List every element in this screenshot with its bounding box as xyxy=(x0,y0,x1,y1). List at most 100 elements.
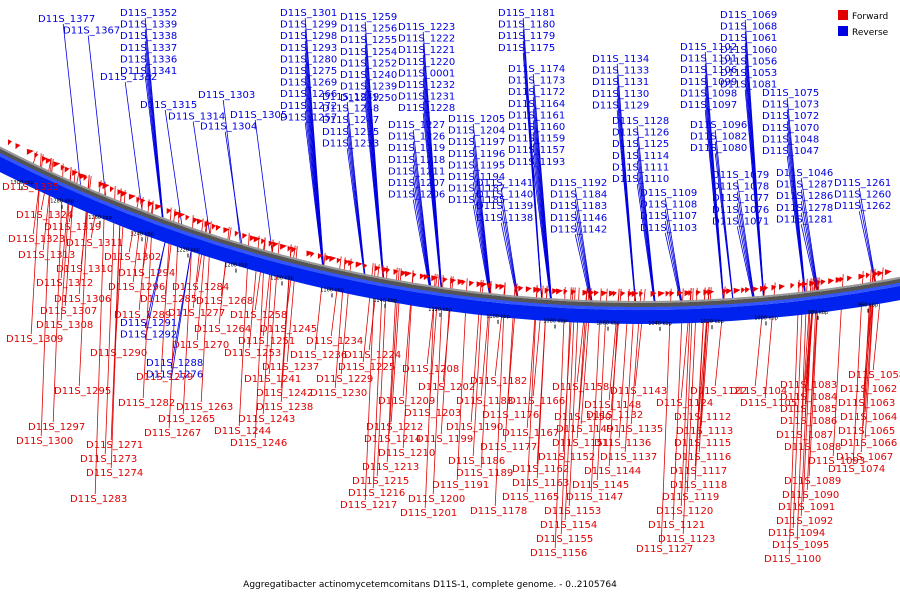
forward-feature-label: D11S_1323 xyxy=(8,234,65,245)
forward-feature-label: D11S_1324 xyxy=(16,210,73,221)
forward-feature-arrow xyxy=(261,238,266,245)
reverse-feature-label: D11S_1337 xyxy=(120,43,177,54)
callout-line xyxy=(660,288,672,545)
forward-feature-label: D11S_1087 xyxy=(776,430,833,441)
reverse-feature-label: D11S_1106 xyxy=(680,65,737,76)
forward-feature-arrow xyxy=(677,290,683,297)
forward-feature-arrow xyxy=(26,148,34,155)
forward-feature-arrow xyxy=(442,276,448,283)
forward-feature-label: D11S_1149 xyxy=(556,424,613,435)
reverse-feature-label: D11S_1272 xyxy=(280,101,337,112)
forward-feature-label: D11S_1282 xyxy=(118,398,175,409)
forward-feature-label: D11S_1136 xyxy=(594,438,651,449)
reverse-feature-label: D11S_1255 xyxy=(340,35,397,46)
forward-feature-label: D11S_1297 xyxy=(28,422,85,433)
forward-feature-label: D11S_1178 xyxy=(470,506,527,517)
reverse-feature-label: D11S_1249 xyxy=(322,92,379,103)
forward-feature-label: D11S_1264 xyxy=(194,324,251,335)
scale-ticks: 1300 kbp 1280 kbp 1260 kbp 1240 kbp 1220 kbp… xyxy=(10,180,878,331)
forward-feature-label: D11S_1090 xyxy=(782,490,839,501)
reverse-feature-label: D11S_1160 xyxy=(508,122,565,133)
tick-label: 1200 kbp xyxy=(224,263,248,269)
backbone-inner-ring xyxy=(0,146,900,303)
reverse-feature-label: D11S_1097 xyxy=(680,100,737,111)
tick-label: 1020 kbp xyxy=(700,319,724,325)
tick-label: 1000 kbp xyxy=(754,315,778,321)
forward-feature-label: D11S_1063 xyxy=(838,398,895,409)
forward-feature-arrow xyxy=(204,221,212,228)
forward-feature-arrow xyxy=(128,193,136,200)
forward-feature-label: D11S_1165 xyxy=(502,492,559,503)
forward-feature-arrow xyxy=(469,280,475,287)
forward-feature-arrow xyxy=(488,282,492,289)
reverse-feature-label: D11S_1187 xyxy=(448,184,505,195)
forward-feature-label: D11S_1263 xyxy=(176,402,233,413)
forward-feature-label: D11S_1112 xyxy=(674,412,731,423)
forward-feature-arrow xyxy=(223,227,230,234)
forward-feature-arrow xyxy=(344,259,350,266)
callout-line xyxy=(144,75,166,242)
forward-feature-arrow xyxy=(140,198,146,205)
reverse-feature-label: D11S_1126 xyxy=(612,128,669,139)
forward-feature-label: D11S_1203 xyxy=(404,408,461,419)
genome-backbone xyxy=(0,146,900,324)
tick-label: 1080 kbp xyxy=(543,318,567,324)
callout-line xyxy=(104,186,116,455)
reverse-feature-label: D11S_1195 xyxy=(448,160,505,171)
forward-feature-arrow xyxy=(590,290,594,297)
reverse-feature-label: D11S_1140 xyxy=(476,190,533,201)
forward-feature-label: D11S_1124 xyxy=(656,398,713,409)
forward-feature-label: D11S_1216 xyxy=(348,488,405,499)
forward-feature-arrow xyxy=(423,274,430,281)
reverse-feature-label: D11S_1228 xyxy=(398,103,455,114)
forward-feature-label: D11S_1105 xyxy=(740,398,797,409)
forward-feature-arrow xyxy=(147,201,154,208)
reverse-feature-label: D11S_1073 xyxy=(762,100,819,111)
forward-feature-arrow xyxy=(620,290,626,297)
forward-feature-arrow xyxy=(110,186,114,193)
backbone-ring xyxy=(0,148,900,307)
reverse-feature-label: D11S_1159 xyxy=(508,134,565,145)
callout-line xyxy=(554,286,566,549)
forward-feature-label: D11S_1062 xyxy=(840,384,897,395)
reverse-feature-label: D11S_1081 xyxy=(720,80,777,91)
forward-feature-label: D11S_1306 xyxy=(54,294,111,305)
reverse-feature-label: D11S_1207 xyxy=(388,178,445,189)
tick-label: 1220 kbp xyxy=(176,248,200,254)
forward-feature-label: D11S_1294 xyxy=(118,268,175,279)
reverse-feature-label: D11S_1218 xyxy=(388,155,445,166)
forward-feature-label: D11S_1137 xyxy=(600,452,657,463)
reverse-feature-label: D11S_1336 xyxy=(120,54,177,65)
reverse-feature-label: D11S_1299 xyxy=(280,20,337,31)
tick-label: 1260 kbp xyxy=(88,215,112,221)
forward-feature-label: D11S_1308 xyxy=(36,320,93,331)
forward-feature-label: D11S_1122 xyxy=(690,386,747,397)
callout-line xyxy=(672,288,684,521)
reverse-feature-label: D11S_1046 xyxy=(776,168,833,179)
forward-feature-label: D11S_1302 xyxy=(104,252,161,263)
reverse-feature-label: D11S_1261 xyxy=(834,178,891,189)
forward-feature-label: D11S_1245 xyxy=(260,324,317,335)
reverse-feature-label: D11S_1256 xyxy=(340,24,397,35)
forward-feature-arrow xyxy=(790,282,795,289)
tick-label: 1280 kbp xyxy=(50,199,74,205)
forward-feature-arrow xyxy=(102,183,110,190)
reverse-feature-label: D11S_1061 xyxy=(720,33,777,44)
forward-feature-label: D11S_1127 xyxy=(636,544,693,555)
callout-line xyxy=(800,278,812,517)
forward-feature-arrow xyxy=(386,267,390,274)
reverse-feature-label: D11S_1257 xyxy=(280,112,337,123)
forward-feature-label: D11S_1190 xyxy=(446,422,503,433)
reverse-feature-label: D11S_1192 xyxy=(550,178,607,189)
reverse-feature-label: D11S_1250 xyxy=(340,93,397,104)
reverse-feature-label: D11S_1056 xyxy=(720,56,777,67)
forward-feature-label: D11S_1238 xyxy=(256,402,313,413)
forward-feature-arrow xyxy=(374,265,381,272)
forward-feature-label: D11S_1265 xyxy=(158,414,215,425)
forward-feature-arrow xyxy=(419,273,425,280)
reverse-feature-label: D11S_1173 xyxy=(508,76,565,87)
forward-feature-label: D11S_1210 xyxy=(378,448,435,459)
forward-feature-label: D11S_1237 xyxy=(262,362,319,373)
forward-feature-arrow xyxy=(117,189,123,196)
